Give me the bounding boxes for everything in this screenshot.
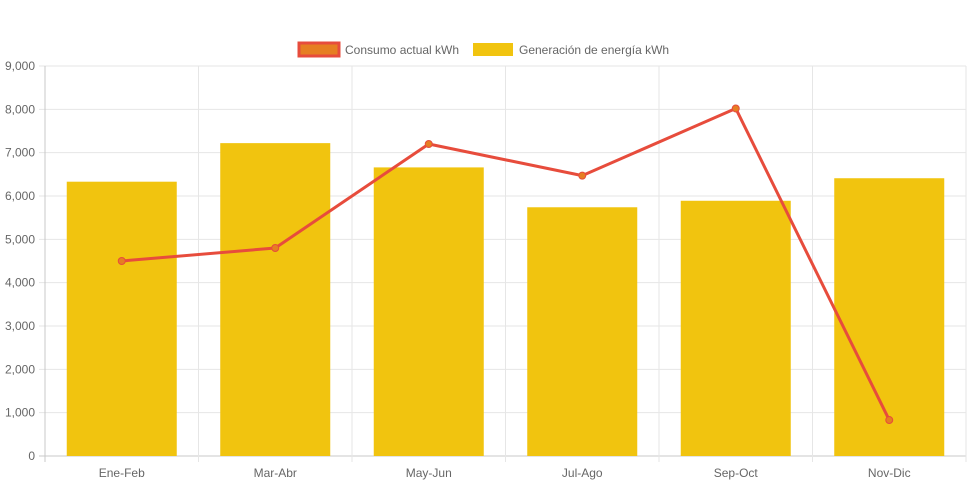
- y-tick-label: 6,000: [5, 189, 35, 203]
- y-tick-label: 7,000: [5, 146, 35, 160]
- x-tick-label: Jul-Ago: [562, 466, 603, 480]
- x-axis: Ene-Feb Mar-Abr May-Jun Jul-Ago Sep-Oct Nov-D…: [99, 466, 911, 480]
- bar-generacion[interactable]: [834, 178, 945, 456]
- legend-item-generacion[interactable]: Generación de energía kWh: [473, 43, 669, 57]
- legend: Consumo actual kWh Generación de energía…: [297, 41, 669, 58]
- y-tick-label: 4,000: [5, 276, 35, 290]
- legend-swatch-generacion: [473, 43, 513, 56]
- x-tick-label: Ene-Feb: [99, 466, 145, 480]
- point-consumo[interactable]: [424, 140, 433, 148]
- point-consumo[interactable]: [271, 244, 280, 252]
- point-consumo[interactable]: [731, 104, 740, 113]
- x-tick-label: Sep-Oct: [714, 466, 759, 480]
- line-consumo: [121, 106, 891, 421]
- y-tick-label: 2,000: [5, 362, 35, 376]
- bar-generacion[interactable]: [373, 167, 484, 456]
- legend-label-generacion: Generación de energía kWh: [519, 43, 669, 57]
- grid-lines: [39, 65, 967, 462]
- point-consumo[interactable]: [885, 416, 894, 425]
- line-series-consumo: [117, 104, 894, 425]
- y-axis: 0 1,000 2,000 3,000 4,000 5,000 6,000 7,000 8,00…: [5, 59, 35, 463]
- y-tick-label: 5,000: [5, 232, 35, 246]
- bar-generacion[interactable]: [527, 207, 638, 456]
- bar-generacion[interactable]: [66, 181, 177, 456]
- y-tick-label: 3,000: [5, 319, 35, 333]
- legend-label-consumo: Consumo actual kWh: [345, 43, 459, 57]
- y-tick-label: 1,000: [5, 406, 35, 420]
- point-consumo[interactable]: [117, 257, 126, 265]
- legend-swatch-consumo: [297, 41, 341, 58]
- y-tick-label: 0: [28, 449, 35, 463]
- legend-item-consumo[interactable]: Consumo actual kWh: [297, 41, 459, 58]
- x-tick-label: Mar-Abr: [254, 466, 297, 480]
- bar-generacion[interactable]: [220, 143, 331, 456]
- x-tick-label: May-Jun: [406, 466, 452, 480]
- point-consumo[interactable]: [578, 171, 587, 180]
- bar-series-generacion: [66, 143, 945, 456]
- y-tick-label: 8,000: [5, 102, 35, 116]
- x-tick-label: Nov-Dic: [868, 466, 911, 480]
- y-tick-label: 9,000: [5, 59, 35, 73]
- bar-generacion[interactable]: [680, 200, 791, 456]
